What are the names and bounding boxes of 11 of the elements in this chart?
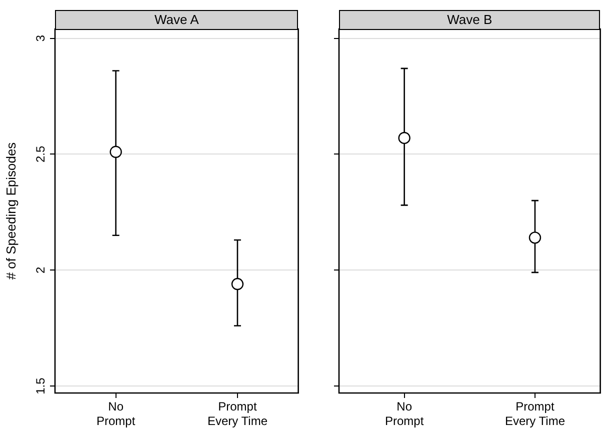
- y-tick-label: 2.5: [33, 146, 48, 163]
- x-tick-label: Prompt Every Time: [504, 400, 566, 428]
- y-axis-title: # of Speeding Episodes: [3, 142, 18, 280]
- y-tick-label: 1.5: [33, 377, 48, 394]
- y-tick-label: 2: [33, 266, 48, 274]
- chart-title: Wave A: [154, 11, 199, 29]
- x-tick-label: Prompt Every Time: [207, 400, 268, 428]
- x-tick-label: No Prompt: [384, 400, 424, 428]
- x-tick-label: No Prompt: [96, 400, 136, 428]
- y-tick-label: 3: [33, 34, 48, 42]
- chart-title: Wave B: [447, 11, 492, 29]
